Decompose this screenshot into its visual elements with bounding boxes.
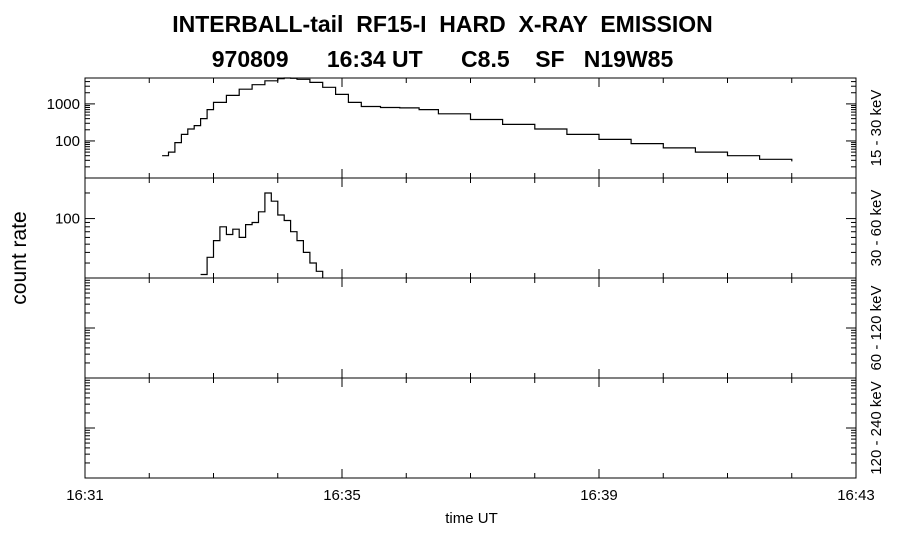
panel-frame (84, 177, 857, 279)
panel-frame (84, 277, 857, 379)
x-tick-label: 16:35 (323, 487, 361, 504)
x-tick-label: 16:43 (837, 487, 875, 504)
y-axis-label: count rate (8, 211, 31, 304)
x-tick-label: 16:31 (66, 487, 104, 504)
panel-frame (84, 77, 857, 179)
x-axis-label: time UT (445, 510, 498, 527)
panel-label: 120 - 240 keV (868, 381, 885, 474)
series-line (200, 192, 324, 278)
x-tick-label: 16:39 (580, 487, 618, 504)
series-line (162, 77, 793, 162)
y-tick-label: 100 (55, 133, 80, 150)
panel-label: 30 - 60 keV (868, 190, 885, 267)
y-tick-label: 1000 (47, 96, 80, 113)
chart-subtitle: 970809 16:34 UT C8.5 SF N19W85 (211, 46, 674, 72)
y-tick-label: 100 (55, 211, 80, 228)
panel-label: 15 - 30 keV (868, 90, 885, 167)
panel-label: 60 - 120 keV (868, 285, 885, 370)
panel-frame (84, 377, 857, 479)
chart-title: INTERBALL-tail RF15-I HARD X-RAY EMISSIO… (172, 11, 713, 37)
